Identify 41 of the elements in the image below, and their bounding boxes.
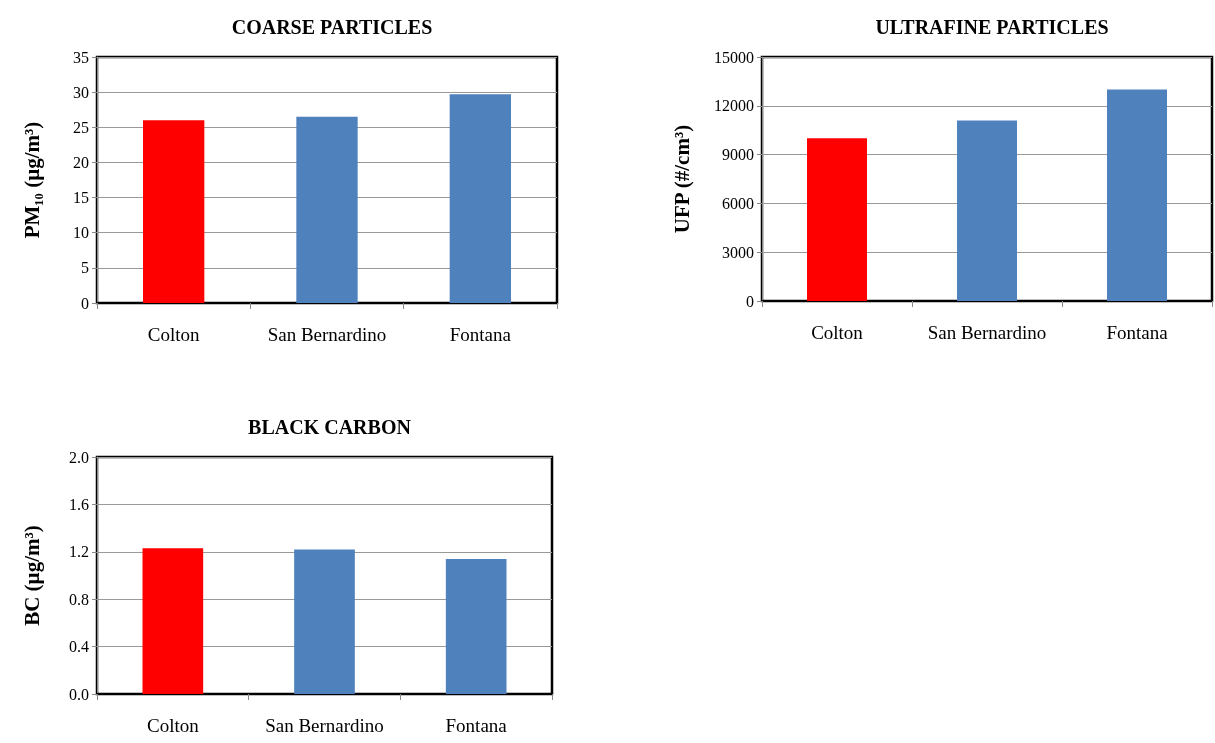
x-tick-label: Fontana [445, 715, 508, 736]
y-tick-label: 0.8 [69, 590, 89, 608]
x-tick-label: San Bernardino [927, 322, 1047, 343]
x-tick-label: Fontana [449, 324, 512, 345]
x-tick-label: Colton [146, 715, 200, 736]
y-tick-label: 0.0 [69, 685, 89, 703]
y-axis-title: UFP (#/cm³) [669, 124, 694, 234]
y-tick-label: 1.2 [69, 543, 89, 561]
y-tick-label: 2.0 [69, 448, 89, 466]
y-tick-label: 3000 [722, 243, 754, 261]
y-tick-label: 15000 [714, 48, 754, 66]
bar [296, 116, 358, 303]
x-tick-label: Fontana [1106, 322, 1169, 343]
bar [807, 138, 867, 301]
y-tick-label: 15 [73, 189, 89, 207]
bar [1107, 89, 1167, 301]
y-tick-label: 0 [81, 294, 89, 312]
y-tick-label: 30 [73, 83, 89, 101]
y-tick-label: 10 [73, 224, 89, 242]
bar [957, 120, 1017, 301]
y-tick-label: 0.4 [69, 638, 89, 656]
y-tick-label: 12000 [714, 97, 754, 115]
y-tick-label: 1.6 [69, 495, 89, 513]
y-tick-label: 9000 [722, 146, 754, 164]
chart-title: BLACK CARBON [248, 416, 412, 438]
bar [143, 120, 205, 303]
x-tick-label: Colton [811, 322, 864, 343]
bar [449, 94, 511, 303]
y-tick-label: 5 [81, 259, 89, 277]
y-tick-label: 25 [73, 118, 89, 136]
chart-title: COARSE PARTICLES [231, 16, 433, 38]
x-tick-label: San Bernardino [267, 324, 387, 345]
y-tick-label: 20 [73, 153, 89, 171]
y-axis-title: PM₁₀ (µg/m³) [19, 121, 44, 239]
x-tick-label: Colton [147, 324, 201, 345]
y-axis-title: BC (µg/m³) [19, 525, 44, 626]
chart-title: ULTRAFINE PARTICLES [875, 16, 1109, 38]
y-tick-label: 35 [73, 48, 89, 66]
x-tick-label: San Bernardino [265, 715, 384, 736]
y-tick-label: 0 [746, 292, 754, 310]
y-tick-label: 6000 [722, 194, 754, 212]
